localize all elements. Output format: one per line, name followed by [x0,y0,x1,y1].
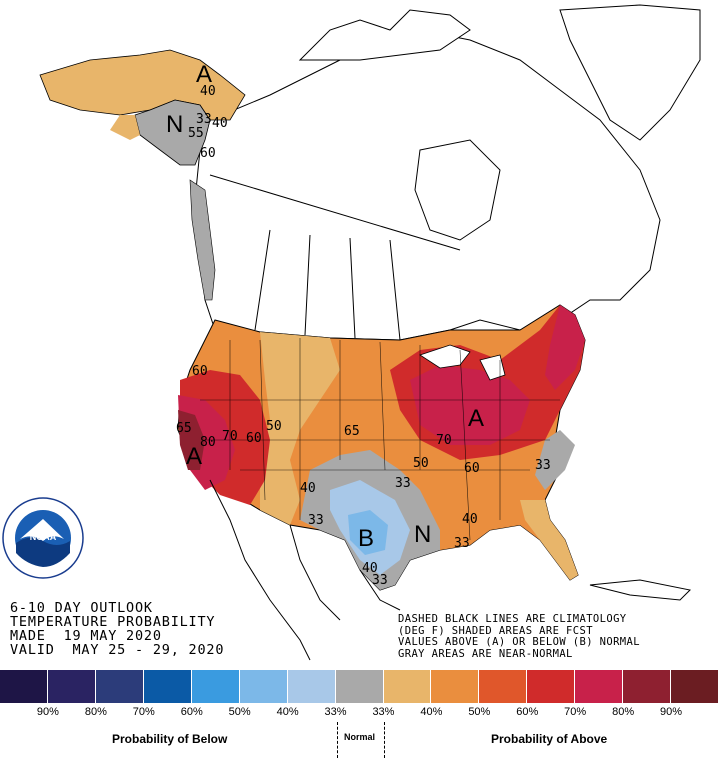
contour-label: 60 [246,431,262,446]
legend-percent-label: 50% [468,706,491,718]
legend-percent-label: 90% [660,706,683,718]
title-line: MADE 19 MAY 2020 [10,628,162,644]
contour-label: 50 [266,419,282,434]
legend-percent-label: 33% [372,706,395,718]
province-lines [209,174,461,341]
alaska-above [39,49,246,121]
legend-percent-label: 40% [420,706,443,718]
probability-legend [0,670,719,703]
contour-label: 60 [200,146,216,161]
contour-label: 40 [300,481,316,496]
contour-label: 70 [222,429,238,444]
contour-label: 33 [454,536,470,551]
note-line: VALUES ABOVE (A) OR BELOW (B) NORMAL [398,636,640,648]
alaska-south [110,115,140,140]
legend-percent-label: 80% [84,706,107,718]
legend-percent-label: 70% [564,706,587,718]
legend-swatch [191,670,240,703]
legend-swatch [95,670,144,703]
contour-label: 50 [413,456,429,471]
legend-percent-label: 90% [36,706,59,718]
below-caption: Probability of Below [112,732,228,746]
noaa-logo: NOAA [2,497,84,579]
contour-label: 33 [372,573,388,588]
legend-swatch [527,670,576,703]
contour-label: 60 [192,364,208,379]
legend-percent-label: 80% [612,706,635,718]
greenland [559,4,701,141]
title-line: VALID MAY 25 - 29, 2020 [10,642,225,658]
logo-text: NOAA [30,532,57,542]
outlook-title-block: 6-10 DAY OUTLOOK TEMPERATURE PROBABILITY M… [10,601,224,657]
contour-label: 55 [188,126,204,141]
east-above-label: A [468,405,484,432]
legend-notes: DASHED BLACK LINES ARE CLIMATOLOGY (DEG F… [398,613,640,660]
contour-label: 60 [464,461,480,476]
legend-swatch [47,670,96,703]
mexico-outline [209,479,401,661]
legend-swatch [383,670,432,703]
legend-swatch [479,670,528,703]
legend-percent-label: 70% [132,706,155,718]
note-line: GRAY AREAS ARE NEAR-NORMAL [398,647,573,660]
legend-swatch [143,670,192,703]
contour-label: 70 [436,433,452,448]
west-dark [178,410,205,470]
legend-swatch [431,670,480,703]
legend-swatch [623,670,672,703]
caribbean [589,579,692,601]
bc-coast [189,179,216,301]
contour-label: 40 [462,512,478,527]
southeast-light [520,500,578,580]
texas-below-50 [348,510,388,555]
normal-divider-left [337,722,338,758]
contour-label: 33 [535,458,551,473]
contour-label: 40 [362,561,378,576]
legend-percent-label: 50% [228,706,251,718]
state-lines [200,338,560,541]
southeast [430,465,578,580]
legend-swatch [239,670,288,703]
note-line: (DEG F) SHADED AREAS ARE FCST [398,624,593,637]
legend-swatch [335,670,384,703]
carolina-gray [535,430,575,490]
legend-percent-label: 40% [276,706,299,718]
note-line: DASHED BLACK LINES ARE CLIMATOLOGY [398,613,627,625]
contour-label: 65 [176,421,192,436]
contour-label: 65 [344,424,360,439]
temperature-outlook-map: A N 40 33 40 55 60 A A B N 60 65 80 70 6… [39,4,701,661]
hudson-bay [414,139,501,241]
arctic-islands [298,9,471,61]
legend-swatch [0,670,48,703]
normal-caption: Normal [344,732,376,742]
legend-percent-label: 33% [324,706,347,718]
contour-label: 40 [212,116,228,131]
normal-divider-right [384,722,385,758]
legend-percent-label: 60% [516,706,539,718]
texas-below-label: B [358,525,374,552]
above-caption: Probability of Above [491,732,608,746]
alaska-above-label: A [196,61,212,88]
contour-label: 40 [200,84,216,99]
great-lakes [419,344,506,381]
title-line: 6-10 DAY OUTLOOK [10,600,153,616]
legend-percent-label: 60% [180,706,203,718]
west-above-label: A [186,443,202,470]
northeast-pink [545,305,585,390]
contour-label: 80 [200,435,216,450]
legend-swatch [575,670,624,703]
contour-label: 33 [395,476,411,491]
alaska-normal-label: N [166,111,183,138]
contour-label: 33 [308,513,324,528]
legend-swatch [287,670,336,703]
legend-swatch [671,670,719,703]
texas-normal-label: N [414,521,431,548]
contour-label: 33 [196,112,212,127]
title-line: TEMPERATURE PROBABILITY [10,614,216,630]
